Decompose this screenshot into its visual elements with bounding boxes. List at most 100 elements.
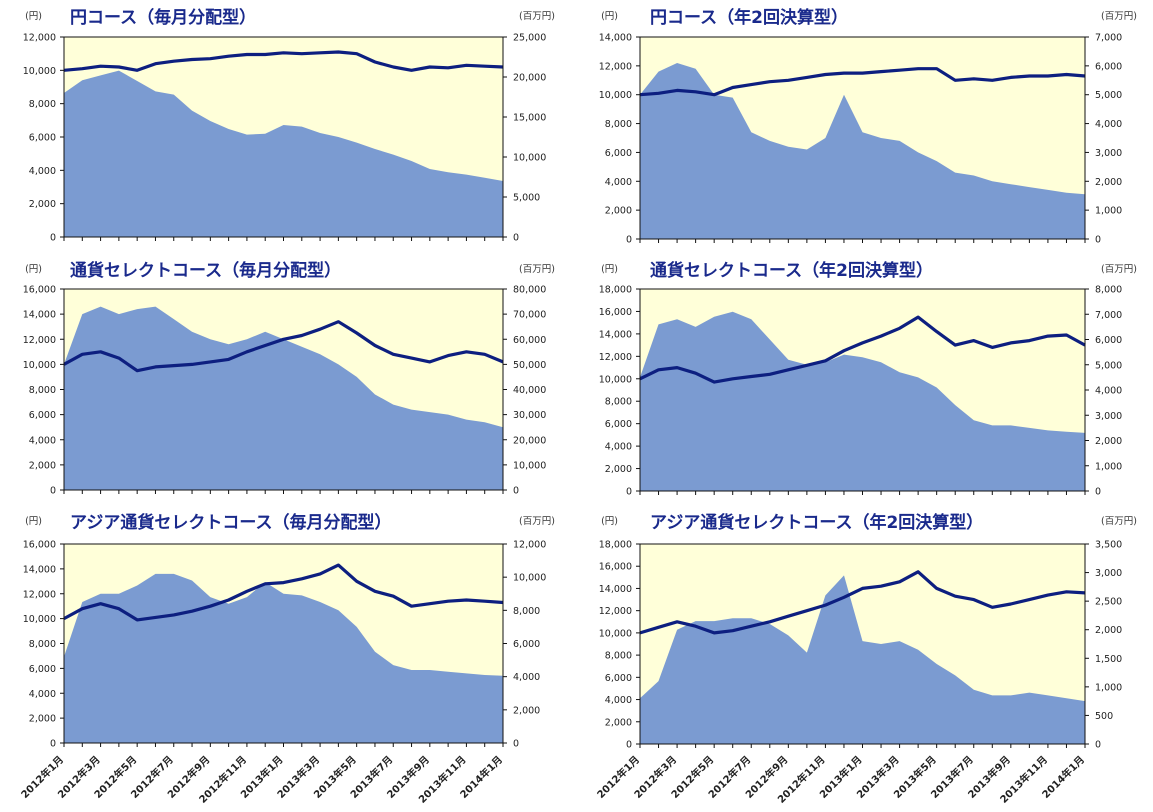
y-left-unit-label: (円) <box>25 11 42 22</box>
y-left-tick-label: 6,000 <box>605 673 632 684</box>
y-right-tick-label: 30,000 <box>513 410 546 421</box>
y-left-tick-label: 8,000 <box>29 385 56 396</box>
chart-title: アジア通貨セレクトコース（毎月分配型） <box>70 512 391 533</box>
y-left-tick-label: 6,000 <box>29 664 56 675</box>
y-left-tick-label: 6,000 <box>605 419 632 430</box>
y-right-tick-label: 0 <box>513 739 519 750</box>
y-left-tick-label: 4,000 <box>29 435 56 446</box>
y-left-tick-label: 10,000 <box>599 90 632 101</box>
y-right-tick-label: 8,000 <box>513 606 540 617</box>
y-left-tick-label: 0 <box>50 486 56 497</box>
net-assets-area-3 <box>64 306 503 490</box>
chart-panel-3: 0 2,000 4,000 6,000 8,000 10,000 12,000 14,000 1… <box>23 260 555 497</box>
y-right-tick-label: 4,000 <box>1095 386 1122 397</box>
y-left-tick-label: 8,000 <box>29 639 56 650</box>
y-right-tick-label: 0 <box>513 486 519 497</box>
y-right-tick-label: 2,000 <box>1095 625 1122 636</box>
y-left-unit-label: (円) <box>25 516 42 527</box>
y-right-tick-label: 500 <box>1095 711 1113 722</box>
chart-panel-1: 0 2,000 4,000 6,000 8,000 10,000 12,000 0 5,000 1… <box>23 7 555 244</box>
y-left-tick-label: 12,000 <box>599 606 632 617</box>
y-left-tick-label: 4,000 <box>29 689 56 700</box>
y-left-tick-label: 4,000 <box>605 695 632 706</box>
chart-panel-6: 0 2,000 4,000 6,000 8,000 10,000 12,000 14,000 1… <box>599 512 1137 751</box>
y-left-tick-label: 10,000 <box>23 614 56 625</box>
y-left-tick-label: 0 <box>626 235 632 246</box>
y-right-tick-label: 60,000 <box>513 335 546 346</box>
y-left-tick-label: 2,000 <box>605 206 632 217</box>
y-left-tick-label: 2,000 <box>29 460 56 471</box>
y-right-tick-label: 1,500 <box>1095 654 1122 665</box>
y-right-tick-label: 5,000 <box>1095 360 1122 371</box>
y-right-tick-label: 0 <box>1095 740 1101 751</box>
y-left-tick-label: 0 <box>50 739 56 750</box>
y-left-tick-label: 10,000 <box>599 628 632 639</box>
y-right-tick-label: 10,000 <box>513 153 546 164</box>
y-left-tick-label: 8,000 <box>29 99 56 110</box>
y-right-tick-label: 7,000 <box>1095 310 1122 321</box>
y-left-tick-label: 10,000 <box>599 374 632 385</box>
y-right-tick-label: 6,000 <box>1095 335 1122 346</box>
y-right-tick-label: 12,000 <box>513 540 546 551</box>
y-right-tick-label: 10,000 <box>513 460 546 471</box>
y-left-tick-label: 14,000 <box>599 584 632 595</box>
y-right-tick-label: 50,000 <box>513 360 546 371</box>
chart-title: 通貨セレクトコース（毎月分配型） <box>70 260 341 281</box>
y-left-tick-label: 0 <box>626 487 632 498</box>
y-left-tick-label: 12,000 <box>23 33 56 44</box>
y-right-tick-label: 2,000 <box>1095 177 1122 188</box>
y-right-tick-label: 20,000 <box>513 435 546 446</box>
y-right-unit-label: (百万円) <box>1101 11 1137 22</box>
y-left-tick-label: 12,000 <box>599 61 632 72</box>
y-right-tick-label: 25,000 <box>513 33 546 44</box>
y-left-tick-label: 14,000 <box>599 329 632 340</box>
x-axis-date-labels: 2012年1月2012年3月2012年5月2012年7月2012年9月2012年… <box>18 753 1087 806</box>
y-right-tick-label: 7,000 <box>1095 33 1122 44</box>
y-right-tick-label: 6,000 <box>513 639 540 650</box>
y-right-tick-label: 1,000 <box>1095 461 1122 472</box>
chart-title: 通貨セレクトコース（年2回決算型） <box>650 260 933 281</box>
y-left-tick-label: 12,000 <box>23 335 56 346</box>
y-right-tick-label: 4,000 <box>1095 119 1122 130</box>
nav-line-4 <box>639 315 1086 384</box>
y-left-tick-label: 4,000 <box>29 166 56 177</box>
y-left-unit-label: (円) <box>25 264 42 275</box>
y-right-tick-label: 20,000 <box>513 73 546 84</box>
chart-panel-5: 0 2,000 4,000 6,000 8,000 10,000 12,000 14,000 1… <box>23 512 555 750</box>
y-left-tick-label: 2,000 <box>29 714 56 725</box>
y-right-unit-label: (百万円) <box>1101 516 1137 527</box>
y-right-unit-label: (百万円) <box>519 516 555 527</box>
y-right-tick-label: 3,000 <box>1095 148 1122 159</box>
y-right-tick-label: 0 <box>1095 235 1101 246</box>
y-left-tick-label: 10,000 <box>23 360 56 371</box>
nav-line-3 <box>63 320 504 373</box>
y-right-tick-label: 2,500 <box>1095 597 1122 608</box>
y-right-tick-label: 15,000 <box>513 113 546 124</box>
y-right-tick-label: 2,000 <box>1095 436 1122 447</box>
y-left-tick-label: 14,000 <box>23 310 56 321</box>
y-right-tick-label: 3,000 <box>1095 568 1122 579</box>
y-left-tick-label: 14,000 <box>599 33 632 44</box>
y-right-tick-label: 4,000 <box>513 672 540 683</box>
y-right-unit-label: (百万円) <box>1101 264 1137 275</box>
y-left-tick-label: 12,000 <box>599 352 632 363</box>
nav-line-6 <box>639 570 1086 635</box>
chart-title: アジア通貨セレクトコース（年2回決算型） <box>650 512 983 533</box>
chart-panel-4: 0 2,000 4,000 6,000 8,000 10,000 12,000 14,000 1… <box>599 260 1137 498</box>
y-left-tick-label: 16,000 <box>23 285 56 296</box>
net-assets-area-1 <box>64 70 503 237</box>
y-left-unit-label: (円) <box>601 264 618 275</box>
y-right-tick-label: 0 <box>1095 487 1101 498</box>
chart-title: 円コース（毎月分配型） <box>70 7 256 28</box>
y-right-tick-label: 80,000 <box>513 285 546 296</box>
y-right-tick-label: 8,000 <box>1095 285 1122 296</box>
y-right-tick-label: 3,000 <box>1095 411 1122 422</box>
y-left-tick-label: 6,000 <box>605 148 632 159</box>
y-left-tick-label: 2,000 <box>605 717 632 728</box>
y-right-tick-label: 0 <box>513 233 519 244</box>
y-right-tick-label: 2,000 <box>513 705 540 716</box>
y-left-tick-label: 0 <box>50 233 56 244</box>
y-left-tick-label: 2,000 <box>605 464 632 475</box>
y-left-tick-label: 8,000 <box>605 651 632 662</box>
y-left-tick-label: 0 <box>626 740 632 751</box>
